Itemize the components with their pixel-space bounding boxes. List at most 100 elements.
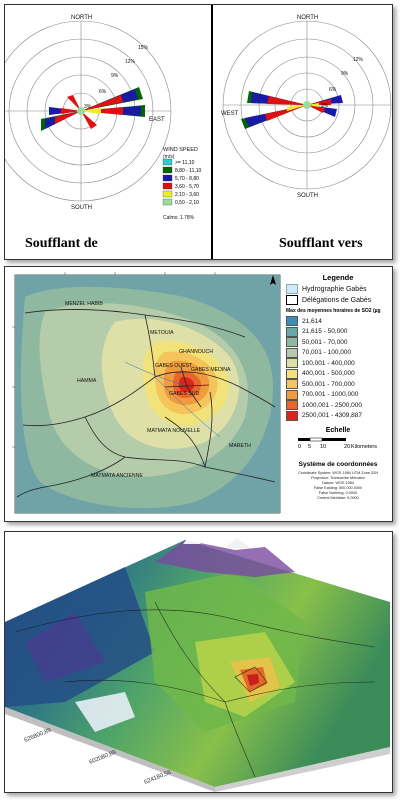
ring-label-to-6: 6% <box>329 87 337 93</box>
label-mareth: MARETH <box>229 443 251 449</box>
south-label-to: SOUTH <box>297 193 318 199</box>
terrain-axis-label-3: 624180,56 <box>144 769 173 785</box>
speed-label: 0,50 - 2,10 <box>175 200 199 206</box>
ring-label-12: 12% <box>125 59 136 65</box>
concentration-zones <box>15 275 280 513</box>
crs-line: Coordinate System: WGS 1984 UTM Zone 32N <box>298 471 378 475</box>
so2-class-swatch <box>286 326 298 337</box>
so2-class-row: 21,615 - 50,000 <box>286 326 348 337</box>
wind-rose-from: NORTH SOUTH EAST 3% 6% 9% 12% 15% WIND S… <box>5 15 202 251</box>
so2-class-swatch <box>286 379 298 389</box>
label-hamma: HAMMA <box>77 378 97 384</box>
so2-class-swatch <box>286 347 298 358</box>
ring-label-6: 6% <box>99 89 107 95</box>
so2-map-panel: MENZEL HABIB METOUIA GHANNOUCH HAMMA GAB… <box>4 266 393 522</box>
rose-petals-to <box>241 91 343 129</box>
crs-line: False Northing: 0,0000 <box>318 491 358 495</box>
so2-class-swatch <box>286 368 298 379</box>
speed-label: 8,80 - 11,10 <box>175 168 202 174</box>
so2-class-row: 50,001 - 70,000 <box>286 337 348 347</box>
crs-line: Datum: WGS 1984 <box>322 481 354 485</box>
so2-class-label: 21,615 - 50,000 <box>302 328 348 335</box>
place-labels: MENZEL HABIB METOUIA GHANNOUCH HAMMA GAB… <box>65 301 251 479</box>
speed-swatch <box>162 190 173 198</box>
speed-label: >= 11,10 <box>175 160 195 166</box>
south-label: SOUTH <box>71 205 92 211</box>
legend-unit: (m/s) <box>163 154 175 160</box>
ring-label-to-12: 12% <box>353 57 364 63</box>
crs-line: Central Meridian: 9,0000 <box>317 496 359 500</box>
east-label: EAST <box>149 117 165 123</box>
legend-layer-hydro: Hydrographie Gabès <box>286 284 367 294</box>
terrain-axis-label-2: 602080,89 <box>89 749 118 765</box>
label-metouia: METOUIA <box>150 330 174 336</box>
legend-title: WIND SPEED <box>163 147 198 153</box>
ring-label-to-3: 3% <box>321 103 329 109</box>
so2-class-label: 500,001 - 700,000 <box>302 380 355 388</box>
crs-block: Coordinate System: WGS 1984 UTM Zone 32N… <box>286 471 390 501</box>
so2-class-row: 100,001 - 400,000 <box>286 358 355 368</box>
caption-to: Soufflant vers <box>279 236 363 251</box>
calms-label: Calms: 1.78% <box>163 215 195 221</box>
swatch-delegations <box>286 295 298 305</box>
so2-class-label: 700,001 - 1000,000 <box>302 391 359 398</box>
legend-layer-hydro-label: Hydrographie Gabès <box>302 285 367 293</box>
scale-title: Echelle <box>325 427 351 434</box>
so2-class-row: 70,001 - 100,000 <box>286 347 352 358</box>
ring-label-9: 9% <box>111 73 119 79</box>
so2-class-swatch <box>286 337 298 347</box>
label-gabes-sud: GABES SUD <box>169 391 200 397</box>
label-gabes-medina: GABES MEDINA <box>191 367 231 373</box>
scale-unit: Kilometers <box>351 444 377 450</box>
so2-class-label: 2500,001 - 4309,887 <box>302 412 362 419</box>
so2-class-swatch <box>286 358 298 368</box>
scale-tick-10: 10 <box>320 444 326 450</box>
classes-title: Max des moyennes horaires de SO2 (µg <box>286 308 381 314</box>
wind-rose-to: NORTH SOUTH WEST 3% 6% 9% 12% Soufflant … <box>221 15 392 251</box>
label-matmata-nouvelle: MATMATA NOUVELLE <box>147 428 201 434</box>
swatch-hydro <box>286 284 298 294</box>
north-label-to: NORTH <box>297 15 318 21</box>
terrain-surface: 626800,89 602080,89 624180,56 <box>5 534 390 792</box>
label-matmata-ancienne: MATMATA ANCIENNE <box>91 473 143 479</box>
speed-label: 2,10 - 3,60 <box>175 192 199 198</box>
terrain-borders <box>14 601 376 778</box>
so2-class-label: 50,001 - 70,000 <box>302 338 348 346</box>
speed-swatch <box>162 174 173 182</box>
hydrography <box>124 361 221 438</box>
so2-class-row: 400,001 - 500,000 <box>286 368 355 379</box>
divider <box>211 5 213 259</box>
crs-title: Système de coordonnées <box>298 461 378 468</box>
crs-line: Projection: Transverse Mercator <box>311 476 365 480</box>
so2-class-row: 2500,001 - 4309,887 <box>286 410 362 421</box>
crs-line: False Easting: 500 000,0000 <box>313 486 363 490</box>
so2-class-swatch <box>286 389 298 400</box>
so2-class-swatch <box>286 316 298 326</box>
label-ghannouch: GHANNOUCH <box>179 349 213 355</box>
label-gabes-ouest: GABES OUEST <box>155 363 193 369</box>
wind-speed-legend: WIND SPEED (m/s) >= 11,10 8,80 - 11,10 5,7… <box>162 147 202 221</box>
north-label: NORTH <box>71 15 92 21</box>
so2-class-row: 700,001 - 1000,000 <box>286 389 359 400</box>
west-label: WEST <box>221 111 239 117</box>
speed-swatch <box>162 198 173 206</box>
scale-tick-5: 5 <box>308 444 311 450</box>
ring-label-to-9: 9% <box>341 71 349 77</box>
delegation-borders <box>16 309 276 498</box>
so2-class-label: 100,001 - 400,000 <box>302 359 355 367</box>
ring-label-3: 3% <box>84 104 92 110</box>
so2-class-swatch <box>286 410 298 421</box>
legend-layer-delegations: Délégations de Gabès <box>286 295 371 305</box>
so2-class-swatch <box>286 400 298 410</box>
so2-class-label: 70,001 - 100,000 <box>302 349 352 356</box>
so2-class-label: 400,001 - 500,000 <box>302 370 355 377</box>
map-ticks <box>12 272 216 448</box>
speed-swatch <box>162 182 173 190</box>
north-arrow-icon <box>270 275 276 285</box>
so2-class-row: 500,001 - 700,000 <box>286 379 355 389</box>
so2-class-row: 1000,001 - 2500,000 <box>286 400 362 410</box>
so2-class-label: 21,614 <box>302 317 322 325</box>
legend-heading: Legende <box>322 273 354 282</box>
legend-layer-delegations-label: Délégations de Gabès <box>302 296 372 304</box>
rose-petals <box>41 87 145 131</box>
